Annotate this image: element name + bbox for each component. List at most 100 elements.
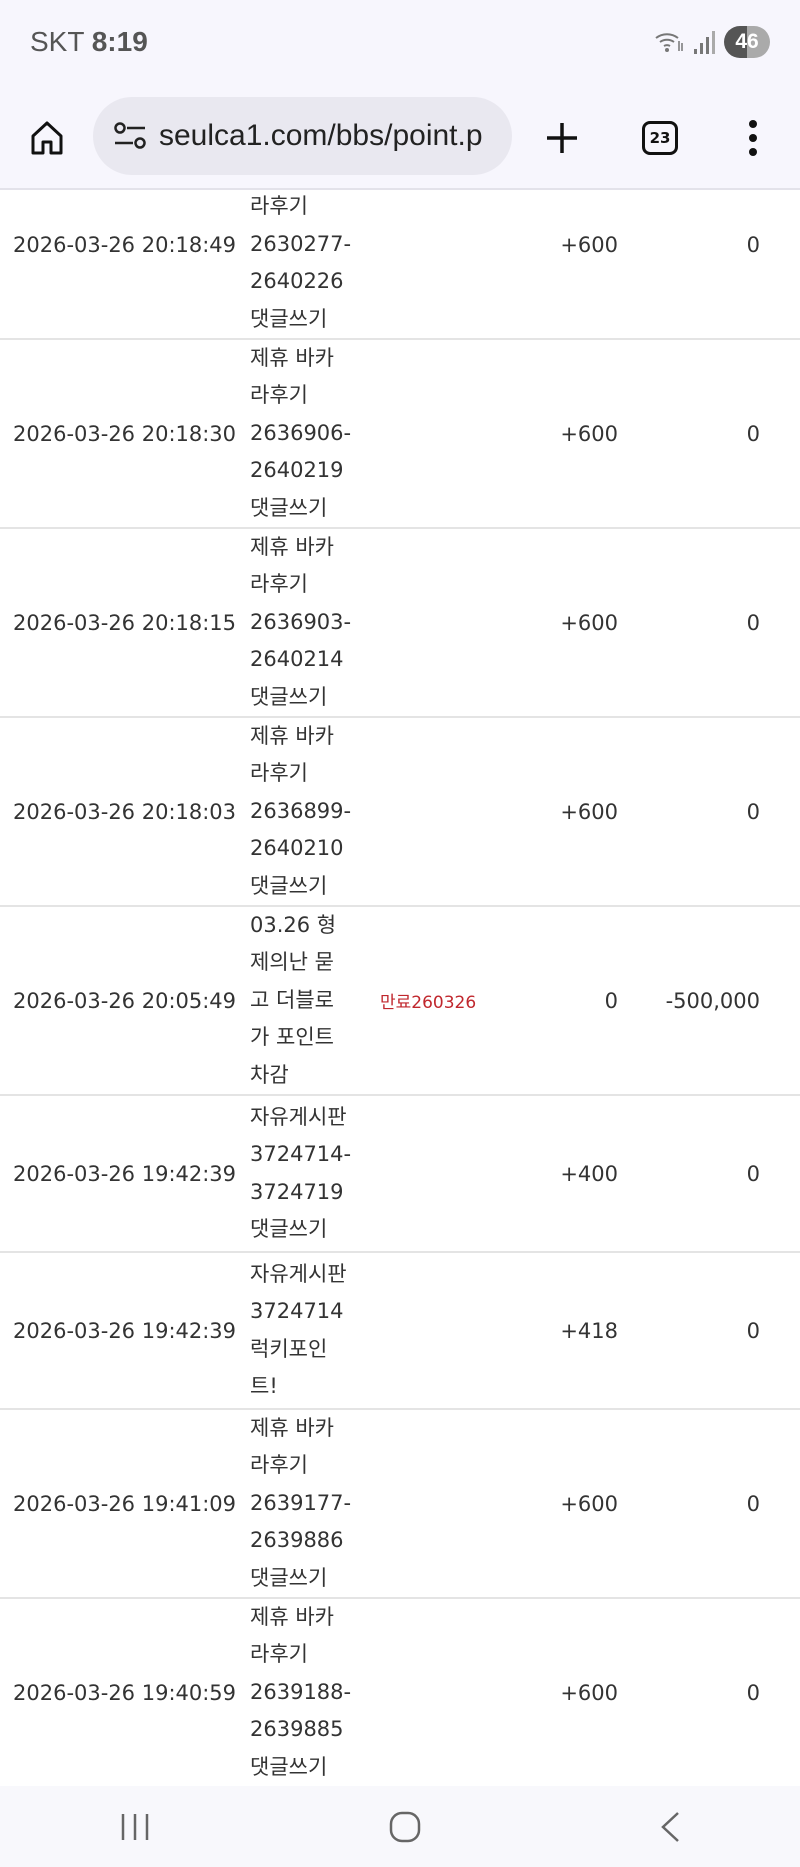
description-line: 댓글쓰기 (250, 1565, 328, 1590)
description-line: 라후기 (250, 572, 308, 597)
date-cell: 2026-03-26 19:42:39 (13, 1161, 237, 1186)
point-cell: +600 (560, 1491, 618, 1516)
description-line: 라후기 (250, 761, 308, 786)
description-line: 3724714- (250, 1142, 352, 1166)
table-row: 2026-03-26 19:42:39 자유게시판 3724714- 3724719 댓… (0, 1096, 800, 1253)
description-line: 차감 (250, 1062, 289, 1087)
date-cell: 2026-03-26 20:05:49 (13, 988, 237, 1013)
point-cell: +600 (560, 799, 618, 824)
battery-icon: 46 (724, 26, 770, 58)
description-line: 제휴 바카 (250, 345, 334, 370)
description-line: 트! (250, 1374, 278, 1398)
status-bar: SKT 8:19 46 (0, 0, 800, 92)
description-line: 03.26 형 (250, 912, 337, 937)
table-row: 2026-03-26 20:18:15 제휴 바카 라후기 2636903- 26402… (0, 529, 800, 718)
description-line: 2639886 (250, 1528, 344, 1553)
table-row: 2026-03-26 19:42:39 자유게시판 3724714 럭키포인 트! +41… (0, 1253, 800, 1410)
description-line: 2636906- (250, 420, 352, 445)
description-line: 2639885 (250, 1717, 344, 1742)
description-line: 2640219 (250, 458, 344, 483)
date-cell: 2026-03-26 20:18:30 (13, 421, 237, 446)
expiry-tag: 만료260326 (380, 993, 477, 1013)
new-tab-button[interactable] (534, 110, 590, 166)
description-line: 제의난 묻 (250, 950, 334, 975)
menu-button[interactable] (725, 110, 781, 166)
description-line: 댓글쓰기 (250, 306, 328, 331)
description-line: 댓글쓰기 (250, 873, 328, 898)
point-cell: +418 (560, 1318, 618, 1343)
used-cell: 0 (746, 610, 760, 635)
table-row: 2026-03-26 20:18:49 라후기 2630277- 2640226 댓글쓰… (0, 192, 800, 340)
description-line: 댓글쓰기 (250, 1217, 328, 1241)
browser-toolbar: seulca1.com/bbs/point.p 23 (0, 92, 800, 190)
used-cell: 0 (746, 232, 760, 257)
description-line: 2636903- (250, 609, 352, 634)
date-cell: 2026-03-26 19:42:39 (13, 1318, 237, 1343)
plus-icon (547, 123, 577, 153)
description-line: 댓글쓰기 (250, 684, 328, 709)
used-cell: 0 (746, 799, 760, 824)
description-line: 2640210 (250, 836, 344, 861)
date-cell: 2026-03-26 20:18:03 (13, 799, 237, 824)
point-cell: +600 (560, 232, 618, 257)
home-button[interactable] (19, 110, 75, 166)
description-line: 제휴 바카 (250, 1415, 334, 1440)
description-cell: 라후기 2630277- 2640226 댓글쓰기 (250, 192, 351, 338)
table-row: 2026-03-26 19:40:59 제휴 바카 라후기 2639188- 26398… (0, 1599, 800, 1786)
point-cell: +600 (560, 610, 618, 635)
description-cell: 자유게시판 3724714- 3724719 댓글쓰기 (250, 1099, 351, 1249)
android-nav-bar (0, 1786, 800, 1867)
used-cell: 0 (746, 1161, 760, 1186)
description-line: 라후기 (250, 1453, 308, 1478)
description-line: 댓글쓰기 (250, 495, 328, 520)
description-line: 제휴 바카 (250, 723, 334, 748)
home-nav-icon[interactable] (388, 1810, 422, 1844)
description-line: 2639188- (250, 1679, 352, 1704)
description-line: 럭키포인 (250, 1336, 328, 1361)
url-text: seulca1.com/bbs/point.p (159, 119, 483, 152)
table-row: 2026-03-26 20:18:03 제휴 바카 라후기 2636899- 26402… (0, 718, 800, 907)
description-line: 라후기 (250, 1642, 308, 1667)
used-cell: 0 (746, 1680, 760, 1705)
description-cell: 자유게시판 3724714 럭키포인 트! (250, 1256, 347, 1406)
tab-switcher-button[interactable]: 23 (632, 110, 688, 166)
point-cell: +600 (560, 421, 618, 446)
description-line: 댓글쓰기 (250, 1754, 328, 1779)
used-cell: -500,000 (665, 988, 760, 1013)
point-cell: 0 (604, 988, 618, 1013)
description-line: 라후기 (250, 194, 308, 219)
more-vert-icon (749, 120, 757, 156)
wifi-icon (655, 33, 683, 52)
home-icon (31, 121, 63, 155)
description-line: 고 더블로 (250, 987, 334, 1012)
description-line: 2640226 (250, 269, 344, 294)
point-cell: +600 (560, 1680, 618, 1705)
url-bar[interactable]: seulca1.com/bbs/point.p (93, 97, 512, 175)
back-icon[interactable] (658, 1810, 682, 1844)
description-line: 자유게시판 (250, 1104, 347, 1129)
used-cell: 0 (746, 1318, 760, 1343)
date-cell: 2026-03-26 20:18:49 (13, 232, 237, 257)
description-line: 자유게시판 (250, 1261, 347, 1286)
carrier-time: SKT 8:19 (30, 26, 148, 57)
point-history-table: 2026-03-26 20:18:49 라후기 2630277- 2640226 댓글쓰… (0, 192, 800, 1786)
tabs-icon: 23 (642, 121, 678, 155)
date-cell: 2026-03-26 19:41:09 (13, 1491, 237, 1516)
point-cell: +400 (560, 1161, 618, 1186)
recent-apps-icon[interactable] (118, 1812, 152, 1842)
description-line: 2630277- (250, 231, 352, 256)
description-line: 2639177- (250, 1490, 352, 1515)
description-cell: 제휴 바카 라후기 2636899- 2640210 댓글쓰기 (250, 718, 351, 906)
description-line: 2640214 (250, 647, 344, 672)
description-line: 제휴 바카 (250, 534, 334, 559)
description-line: 제휴 바카 (250, 1604, 334, 1629)
used-cell: 0 (746, 1491, 760, 1516)
description-line: 라후기 (250, 383, 308, 408)
